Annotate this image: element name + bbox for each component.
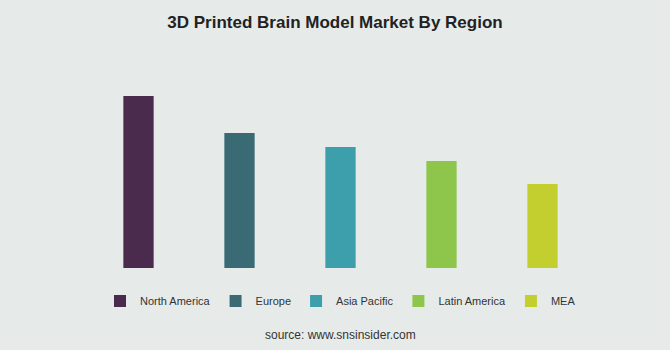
svg-text:3D Printed Brain Model Market: 3D Printed Brain Model Market By Region [167, 13, 502, 32]
svg-text:Europe: Europe [256, 295, 291, 307]
svg-text:Asia Pacific: Asia Pacific [336, 295, 393, 307]
svg-text:MEA: MEA [551, 295, 576, 307]
svg-text:Latin America: Latin America [438, 295, 506, 307]
svg-text:source: www.snsinsider.com: source: www.snsinsider.com [265, 328, 416, 342]
svg-text:North America: North America [140, 295, 211, 307]
